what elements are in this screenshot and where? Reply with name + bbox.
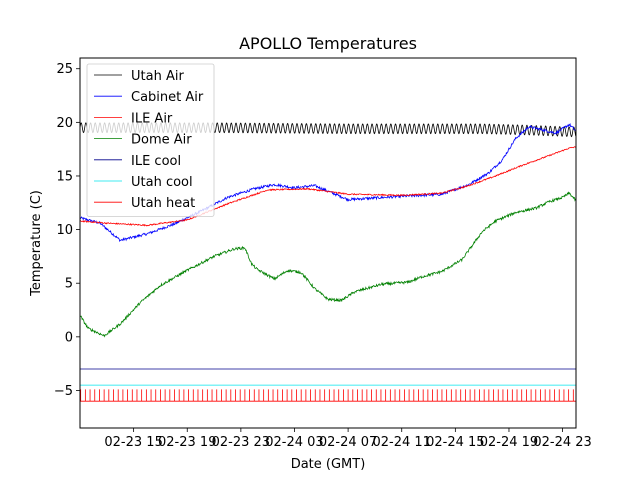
legend-box <box>86 63 215 217</box>
y-tick-label: 25 <box>56 62 73 77</box>
legend-label-cabinet-air: Cabinet Air <box>131 90 204 105</box>
legend-label-ile-air: ILE Air <box>131 111 173 126</box>
x-tick-label: 02-23 23 <box>212 435 270 450</box>
x-tick-label: 02-23 15 <box>104 435 162 450</box>
legend-label-utah-heat: Utah heat <box>131 196 195 211</box>
legend-label-utah-cool: Utah cool <box>131 175 193 190</box>
series-line-dome-air <box>79 191 577 338</box>
legend: Utah Air Cabinet Air ILE Air Dome Air ILE co… <box>86 63 215 217</box>
legend-label-ile-cool: ILE cool <box>131 154 181 169</box>
y-tick-label: 0 <box>65 330 73 345</box>
legend-label-utah-air: Utah Air <box>131 69 184 84</box>
y-tick-label: 20 <box>56 116 73 131</box>
x-tick-label: 02-24 23 <box>533 435 591 450</box>
series-line-ile-air <box>79 146 577 227</box>
legend-label-dome-air: Dome Air <box>131 133 192 148</box>
y-tick-label: −5 <box>54 384 73 399</box>
chart-title: APOLLO Temperatures <box>239 34 417 53</box>
x-tick-label: 02-24 15 <box>426 435 484 450</box>
plot-frame <box>79 57 577 429</box>
x-tick-label: 02-24 03 <box>265 435 323 450</box>
y-tick-label: 5 <box>65 277 73 292</box>
x-tick-label: 02-24 11 <box>373 435 431 450</box>
y-axis-ticks: −5 0 5 10 15 20 25 <box>54 62 80 399</box>
series-pulses-utah-heat <box>80 389 574 402</box>
x-tick-label: 02-24 19 <box>480 435 538 450</box>
y-tick-label: 15 <box>56 169 73 184</box>
y-axis-label: Temperature (C) <box>29 190 44 297</box>
series-group <box>79 122 577 402</box>
y-tick-label: 10 <box>56 223 73 238</box>
x-tick-label: 02-24 07 <box>319 435 377 450</box>
x-axis-label: Date (GMT) <box>291 457 366 472</box>
x-tick-label: 02-23 19 <box>158 435 216 450</box>
series-line-utah-heat <box>80 389 576 402</box>
